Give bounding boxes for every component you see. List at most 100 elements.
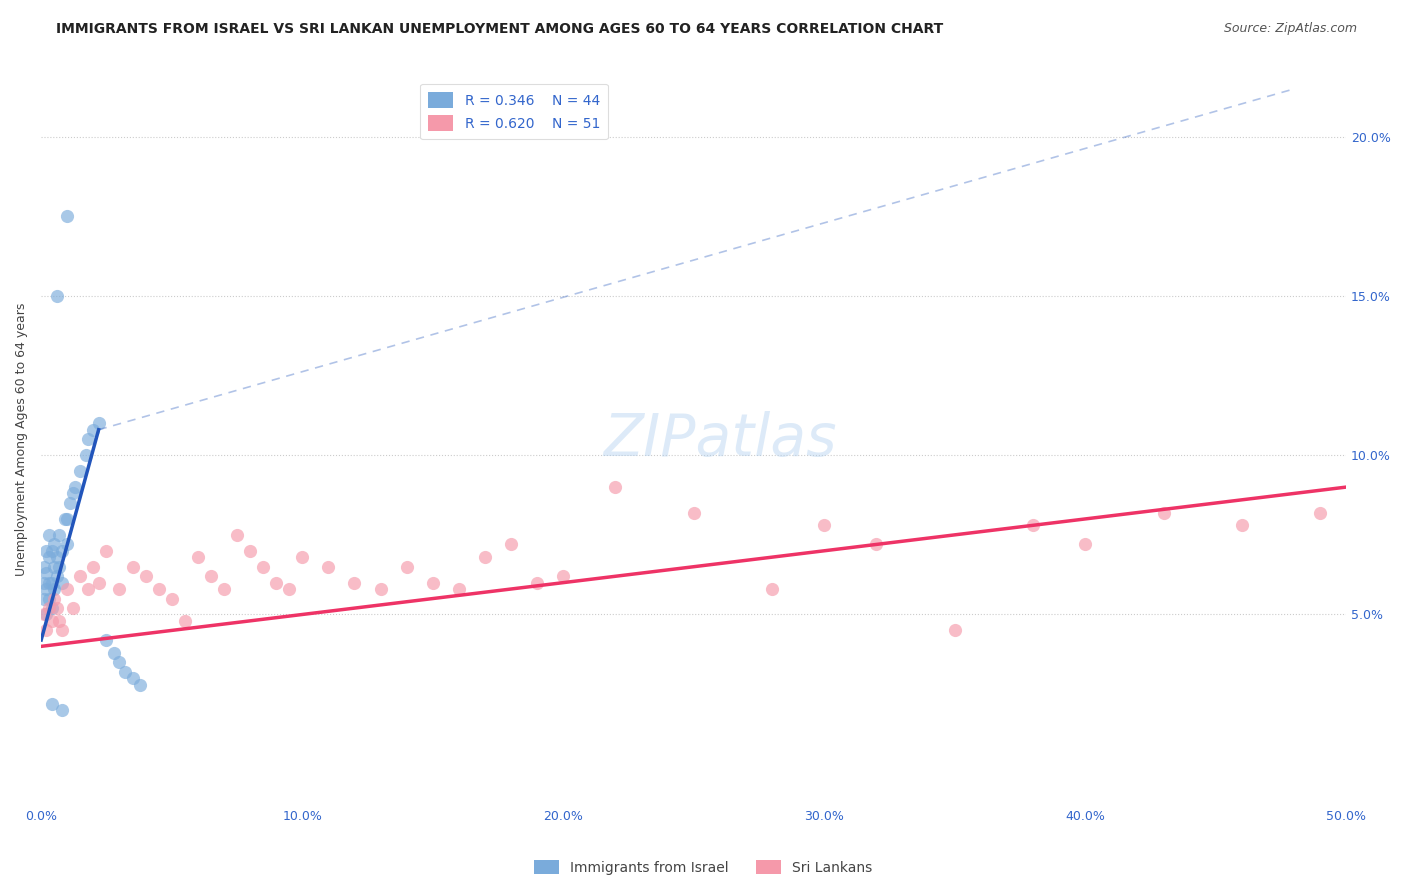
Point	[474, 550, 496, 565]
Legend: R = 0.346    N = 44, R = 0.620    N = 51: R = 0.346 N = 44, R = 0.620 N = 51	[420, 84, 609, 139]
Point	[35, 582, 58, 596]
Point	[108, 582, 131, 596]
Point	[121, 559, 143, 574]
Point	[53, 512, 76, 526]
Legend: Immigrants from Israel, Sri Lankans: Immigrants from Israel, Sri Lankans	[529, 855, 877, 880]
Point	[160, 591, 183, 606]
Point	[212, 582, 235, 596]
Point	[51, 575, 73, 590]
Point	[38, 575, 60, 590]
Point	[226, 528, 249, 542]
Point	[1230, 518, 1253, 533]
Point	[1153, 506, 1175, 520]
Point	[35, 607, 58, 622]
Point	[32, 559, 55, 574]
Text: ZIPatlas: ZIPatlas	[603, 411, 837, 467]
Point	[41, 575, 63, 590]
Point	[605, 480, 627, 494]
Point	[41, 614, 63, 628]
Point	[865, 537, 887, 551]
Point	[553, 569, 575, 583]
Point	[252, 559, 274, 574]
Point	[44, 591, 66, 606]
Point	[1074, 537, 1097, 551]
Point	[422, 575, 444, 590]
Point	[129, 677, 152, 691]
Point	[447, 582, 470, 596]
Point	[264, 575, 287, 590]
Point	[114, 665, 136, 679]
Text: Source: ZipAtlas.com: Source: ZipAtlas.com	[1223, 22, 1357, 36]
Point	[62, 486, 84, 500]
Point	[395, 559, 418, 574]
Point	[69, 464, 91, 478]
Point	[63, 480, 86, 494]
Point	[45, 569, 67, 583]
Point	[318, 559, 340, 574]
Point	[38, 528, 60, 542]
Point	[45, 550, 67, 565]
Point	[44, 537, 66, 551]
Point	[38, 601, 60, 615]
Point	[370, 582, 392, 596]
Point	[38, 591, 60, 606]
Point	[200, 569, 222, 583]
Point	[1309, 506, 1331, 520]
Point	[1022, 518, 1045, 533]
Point	[38, 550, 60, 565]
Point	[82, 559, 104, 574]
Point	[343, 575, 366, 590]
Text: IMMIGRANTS FROM ISRAEL VS SRI LANKAN UNEMPLOYMENT AMONG AGES 60 TO 64 YEARS CORR: IMMIGRANTS FROM ISRAEL VS SRI LANKAN UNE…	[56, 22, 943, 37]
Point	[75, 448, 97, 462]
Point	[51, 703, 73, 717]
Point	[56, 210, 79, 224]
Y-axis label: Unemployment Among Ages 60 to 64 years: Unemployment Among Ages 60 to 64 years	[15, 302, 28, 576]
Point	[45, 601, 67, 615]
Point	[56, 537, 79, 551]
Point	[103, 646, 125, 660]
Point	[96, 632, 118, 647]
Point	[87, 575, 110, 590]
Point	[41, 543, 63, 558]
Point	[943, 624, 966, 638]
Point	[121, 671, 143, 685]
Point	[41, 601, 63, 615]
Point	[87, 417, 110, 431]
Point	[77, 582, 100, 596]
Point	[173, 614, 195, 628]
Point	[108, 655, 131, 669]
Point	[35, 624, 58, 638]
Point	[56, 512, 79, 526]
Point	[35, 566, 58, 580]
Point	[59, 496, 82, 510]
Point	[291, 550, 314, 565]
Point	[148, 582, 170, 596]
Point	[48, 528, 70, 542]
Point	[32, 575, 55, 590]
Point	[499, 537, 522, 551]
Point	[51, 624, 73, 638]
Point	[44, 582, 66, 596]
Point	[56, 582, 79, 596]
Point	[69, 569, 91, 583]
Point	[82, 423, 104, 437]
Point	[682, 506, 704, 520]
Point	[96, 543, 118, 558]
Point	[45, 289, 67, 303]
Point	[187, 550, 209, 565]
Point	[32, 591, 55, 606]
Point	[761, 582, 783, 596]
Point	[135, 569, 157, 583]
Point	[278, 582, 301, 596]
Point	[48, 559, 70, 574]
Point	[526, 575, 548, 590]
Point	[41, 697, 63, 711]
Point	[51, 543, 73, 558]
Point	[77, 432, 100, 446]
Point	[62, 601, 84, 615]
Point	[44, 559, 66, 574]
Point	[32, 607, 55, 622]
Point	[239, 543, 262, 558]
Point	[48, 614, 70, 628]
Point	[35, 543, 58, 558]
